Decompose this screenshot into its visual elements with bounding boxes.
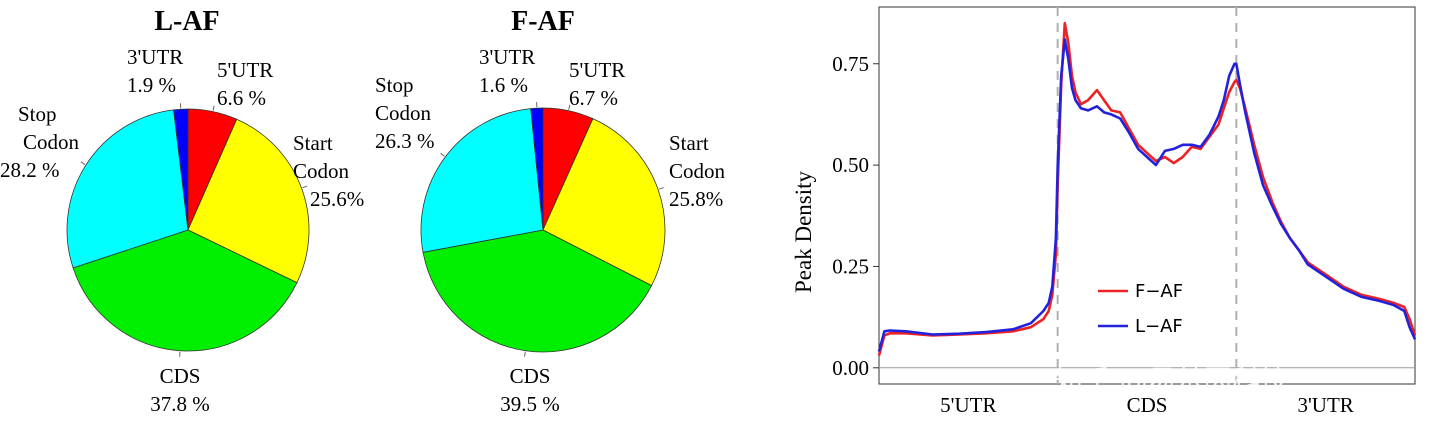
- pie-slice-three_utr: [530, 107, 544, 231]
- pie-label-five_utr: 5'UTR 6.6 %: [217, 58, 273, 110]
- pie-label-start_codon: Start Codon 25.8%: [669, 131, 726, 211]
- pie-slice-stop_codon: [66, 109, 189, 269]
- plot-panel-border: [878, 6, 1416, 385]
- pie-chart-l-af: L-AF 5'UTR 6.6 % Start Codon 25.6% CDS 37.8 % S…: [0, 6, 364, 416]
- pie-label-five_utr: 5'UTR 6.7 %: [569, 58, 625, 110]
- pie-label-tick: [212, 105, 215, 111]
- pie-label-three_utr: 3'UTR 1.9 %: [127, 45, 183, 97]
- pie-label-stop_codon: Stop Codon 28.2 %: [0, 102, 80, 182]
- pie-label-tick: [658, 187, 664, 190]
- pie-slice-cds: [72, 229, 298, 352]
- y-tick-label: 0.00: [832, 356, 869, 380]
- pie-slice-three_utr: [173, 108, 189, 231]
- legend: F−AF L−AF: [1098, 281, 1183, 337]
- x-region-label: 5'UTR: [940, 393, 996, 417]
- pie-label-tick: [302, 185, 308, 189]
- pie-slices: [66, 103, 310, 357]
- series-line-f_af: [877, 21, 1417, 356]
- pie-label-cds: CDS 37.8 %: [150, 364, 210, 416]
- legend-label-l_af: L−AF: [1135, 316, 1183, 337]
- pie-slice-start_codon: [542, 118, 666, 287]
- pie-chart-f-af: F-AF 5'UTR 6.7 % Start Codon 25.8% CDS 39.5 % S…: [375, 6, 726, 416]
- line-chart-peak-density: Peak Density 0.00 0.25 0.50 0.75 5'UTR CDS 3'…: [791, 6, 1417, 417]
- pie-label-stop_codon: Stop Codon 26.3 %: [375, 73, 435, 153]
- y-tick-label: 0.50: [832, 153, 869, 177]
- pie-labels: 5'UTR 6.6 % Start Codon 25.6% CDS 37.8 % Stop Co…: [0, 45, 364, 416]
- pie-label-tick: [80, 161, 86, 165]
- pie-labels: 5'UTR 6.7 % Start Codon 25.8% CDS 39.5 % Stop Co…: [375, 45, 726, 416]
- pie-label-tick: [524, 351, 526, 357]
- legend-label-f_af: F−AF: [1135, 281, 1183, 302]
- pie-label-three_utr: 3'UTR 1.6 %: [479, 45, 535, 97]
- x-region-label: 3'UTR: [1298, 393, 1354, 417]
- y-axis-label: Peak Density: [791, 171, 816, 294]
- x-region-label: CDS: [1127, 393, 1168, 417]
- pie-label-start_codon: Start Codon 25.6%: [293, 131, 364, 211]
- watermark-text: 知乎 @易基因科技: [1055, 364, 1288, 397]
- pie-slice-stop_codon: [420, 108, 544, 253]
- y-axis-ticks: 0.00 0.25 0.50 0.75: [832, 52, 879, 380]
- pie-label-tick: [568, 104, 571, 110]
- pie-slice-cds: [422, 229, 653, 353]
- pie-slices: [420, 102, 666, 357]
- pie-slice-start_codon: [187, 118, 310, 284]
- series-line-l_af: [877, 38, 1417, 352]
- x-axis-region-labels: 5'UTR CDS 3'UTR: [940, 393, 1354, 417]
- pie-title-f-af: F-AF: [511, 6, 575, 37]
- y-tick-label: 0.25: [832, 254, 869, 278]
- pie-label-tick: [440, 152, 445, 157]
- pie-label-cds: CDS 39.5 %: [500, 364, 560, 416]
- density-series: [877, 21, 1417, 356]
- pie-title-l-af: L-AF: [154, 6, 219, 37]
- y-tick-label: 0.75: [832, 52, 869, 76]
